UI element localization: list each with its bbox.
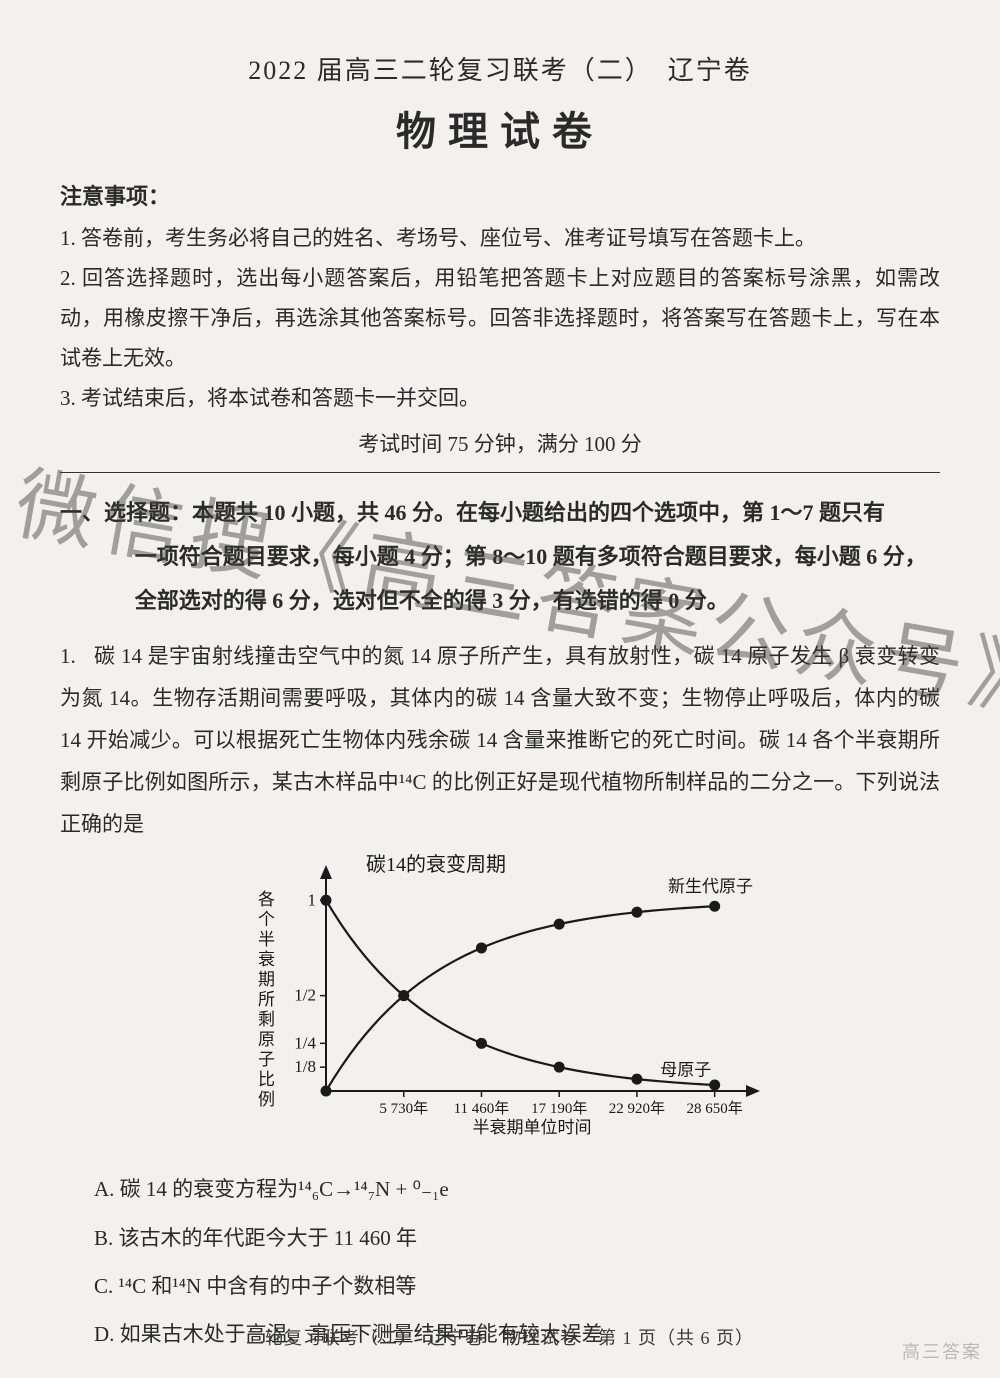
exam-page: 微信搜《高三答案公众号》 2022 届高三二轮复习联考（二） 辽宁卷 物理试卷 …: [0, 0, 1000, 1378]
svg-text:期: 期: [258, 970, 275, 989]
section-1-heading-l1: 一、选择题：本题共 10 小题，共 46 分。在每小题给出的四个选项中，第 1～…: [60, 500, 885, 525]
svg-text:各: 各: [258, 890, 275, 909]
svg-text:1: 1: [308, 891, 317, 910]
svg-text:母原子: 母原子: [660, 1061, 711, 1080]
decay-chart: 碳14的衰变周期 1 1/2 1/4 1/8 5 730年 11 460年 17 190年 22…: [240, 851, 760, 1156]
svg-text:衰: 衰: [258, 950, 275, 969]
section-1-heading-l3: 全部选对的得 6 分，选对但不全的得 3 分，有选错的得 0 分。: [135, 588, 729, 613]
svg-text:所: 所: [258, 990, 275, 1009]
decay-chart-svg: 碳14的衰变周期 1 1/2 1/4 1/8 5 730年 11 460年 17 190年 22…: [240, 851, 760, 1151]
option-c: C. ¹⁴C 和¹⁴N 中含有的中子个数相等: [94, 1263, 940, 1309]
svg-text:1/4: 1/4: [294, 1034, 316, 1053]
notice-item-1: 1. 答卷前，考生务必将自己的姓名、考场号、座位号、准考证号填写在答题卡上。: [60, 219, 940, 259]
question-1-body: 碳 14 是宇宙射线撞击空气中的氮 14 原子所产生，具有放射性，碳 14 原子…: [60, 644, 940, 836]
section-1-heading-l2: 一项符合题目要求，每小题 4 分；第 8～10 题有多项符合题目要求，每小题 6…: [135, 544, 927, 569]
notice-item-2: 2. 回答选择题时，选出每小题答案后，用铅笔把答题卡上对应题目的答案标号涂黑，如…: [60, 259, 940, 379]
svg-text:原: 原: [258, 1030, 275, 1049]
corner-watermark: 高三答案: [902, 1338, 982, 1364]
option-a: A. 碳 14 的衰变方程为¹⁴₆C→¹⁴₇N + ⁰₋₁e: [94, 1166, 940, 1212]
divider: [60, 472, 940, 473]
svg-text:碳14的衰变周期: 碳14的衰变周期: [366, 853, 506, 876]
svg-text:11 460年: 11 460年: [454, 1100, 510, 1117]
exam-time: 考试时间 75 分钟，满分 100 分: [60, 428, 940, 458]
svg-text:子: 子: [258, 1050, 275, 1069]
svg-text:半: 半: [258, 930, 275, 949]
option-b: B. 该古木的年代距今大于 11 460 年: [94, 1215, 940, 1261]
notice-heading: 注意事项：: [60, 179, 940, 211]
question-1-number: 1.: [60, 635, 94, 677]
page-footer: 二轮复习联考（二） 辽宁卷 物理试卷 第 1 页（共 6 页）: [0, 1324, 1000, 1350]
svg-text:5 730年: 5 730年: [379, 1100, 428, 1117]
svg-text:剩: 剩: [258, 1010, 275, 1029]
question-1: 1.碳 14 是宇宙射线撞击空气中的氮 14 原子所产生，具有放射性，碳 14 …: [60, 635, 940, 845]
svg-text:22 920年: 22 920年: [609, 1100, 665, 1117]
svg-text:例: 例: [258, 1090, 275, 1109]
svg-text:半衰期单位时间: 半衰期单位时间: [473, 1118, 592, 1137]
svg-text:新生代原子: 新生代原子: [668, 878, 753, 897]
title-line-2: 物理试卷: [60, 99, 940, 157]
title-line-1: 2022 届高三二轮复习联考（二） 辽宁卷: [60, 50, 940, 87]
svg-text:比: 比: [258, 1070, 275, 1089]
svg-text:17 190年: 17 190年: [531, 1100, 587, 1117]
notice-item-3: 3. 考试结束后，将本试卷和答题卡一并交回。: [60, 379, 940, 419]
svg-text:1/2: 1/2: [294, 986, 316, 1005]
section-1-heading: 一、选择题：本题共 10 小题，共 46 分。在每小题给出的四个选项中，第 1～…: [60, 491, 940, 623]
svg-text:个: 个: [258, 910, 275, 929]
svg-text:28 650年: 28 650年: [687, 1100, 743, 1117]
svg-text:1/8: 1/8: [294, 1058, 316, 1077]
